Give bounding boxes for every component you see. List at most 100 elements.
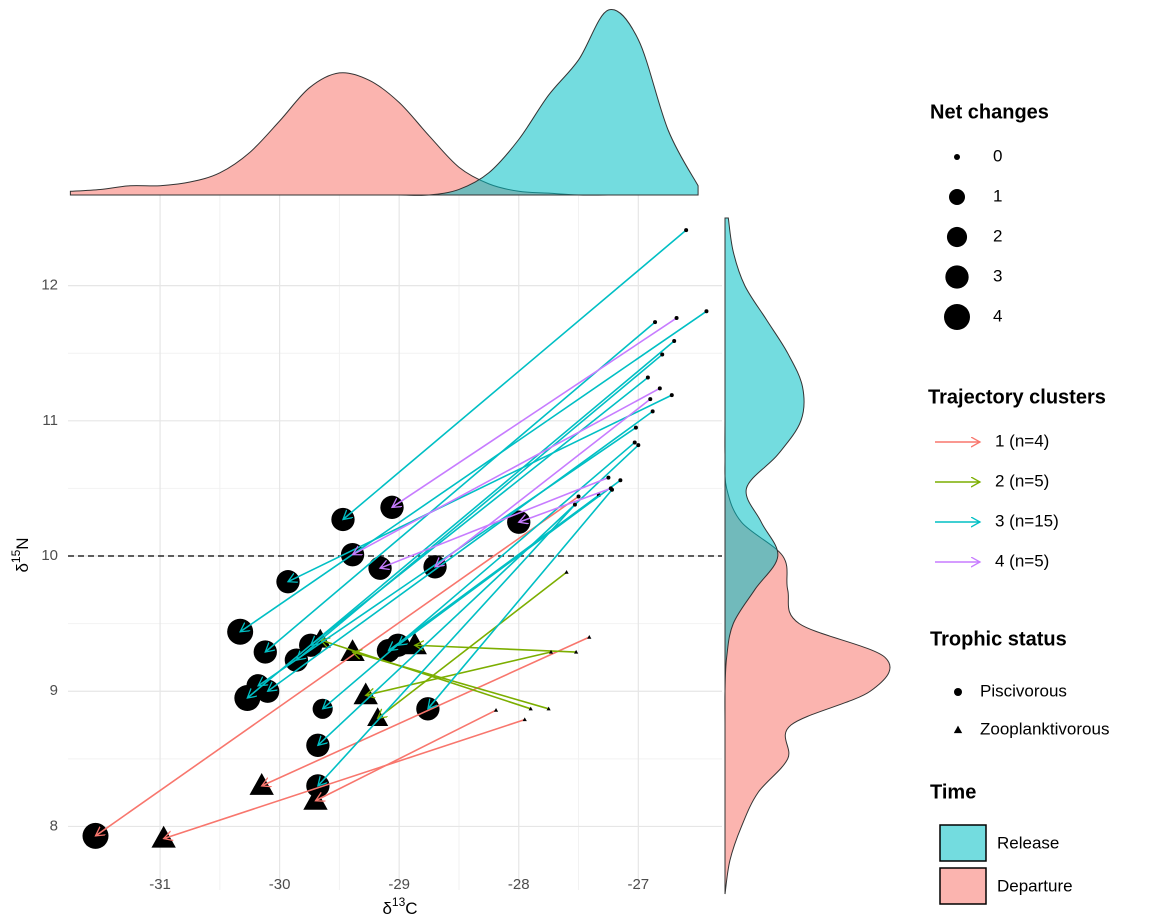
x-title-suffix: C [405, 899, 417, 918]
size-legend-label: 2 [993, 226, 1002, 245]
trajectory-arrow [380, 476, 609, 569]
size-legend-label: 0 [993, 146, 1002, 165]
time-legend-label: Release [997, 833, 1059, 852]
release-point [606, 475, 611, 480]
release-point [608, 486, 613, 491]
release-point [636, 443, 641, 448]
size-legend-label: 1 [993, 186, 1002, 205]
release-point [574, 649, 579, 654]
trajectory-arrow [428, 489, 613, 709]
x-tick-label: -27 [627, 876, 649, 893]
trajectory-arrow [311, 376, 649, 646]
y-title-prefix: δ [13, 563, 32, 572]
release-point [704, 309, 709, 314]
trajectory-arrow [296, 353, 663, 661]
density-top [70, 8, 699, 196]
x-tick-label: -28 [508, 876, 530, 893]
trajectory-arrow [388, 494, 600, 650]
release-point [657, 386, 662, 391]
x-tick-label: -30 [269, 876, 291, 893]
release-point [648, 397, 653, 402]
trajectory-arrow [95, 495, 579, 836]
x-title-sup: 13 [392, 895, 406, 909]
size-legend-symbol [944, 304, 970, 330]
y-axis-title: δ15N [9, 537, 32, 572]
x-axis-title: δ13C [382, 895, 417, 918]
size-legend-symbol [945, 265, 969, 289]
release-point [660, 352, 665, 357]
release-point [493, 707, 499, 712]
trajectory-arrow [435, 398, 651, 567]
release-point [564, 570, 569, 574]
release-point [650, 409, 655, 414]
time-legend-key [939, 867, 987, 905]
trajectory-arrow [415, 645, 577, 653]
release-point [546, 706, 551, 711]
time-legend-label: Departure [997, 876, 1073, 895]
y-tick-label: 9 [50, 682, 58, 699]
departure-point [249, 773, 274, 795]
trajectory-arrow [343, 229, 687, 519]
trajectory-arrow [323, 441, 636, 708]
y-tick-label: 12 [41, 277, 58, 294]
trophic-legend-label: Zooplanktivorous [980, 719, 1109, 738]
x-tick-label: -31 [149, 876, 171, 893]
y-tick-label: 10 [41, 547, 58, 564]
trajectory-arrow [262, 636, 590, 786]
trajectory-arrow [318, 504, 576, 786]
trophic-legend-label: Piscivorous [980, 681, 1067, 700]
trajectory-arrow [164, 718, 525, 839]
release-point [587, 634, 592, 639]
size-legend-symbol [946, 226, 968, 248]
departure-point [367, 707, 389, 727]
release-point [618, 478, 623, 483]
trajectory-arrow [378, 571, 568, 718]
y-title-sup: 15 [9, 549, 23, 563]
release-point [522, 717, 527, 722]
trajectory-arrow [353, 387, 661, 554]
cluster-legend-label: 3 (n=15) [995, 511, 1059, 530]
trajectory-arrow [519, 487, 612, 522]
release-point [632, 440, 637, 445]
trophic-legend-title: Trophic status [930, 628, 1067, 650]
size-legend-title: Net changes [930, 101, 1049, 123]
trajectory-arrow [318, 444, 639, 745]
cluster-legend-label: 4 (n=5) [995, 551, 1049, 570]
release-point [572, 502, 577, 507]
y-title-suffix: N [13, 537, 32, 549]
y-tick-label: 8 [50, 817, 58, 834]
trophic-legend-symbol [954, 688, 962, 696]
cluster-legend-label: 2 (n=5) [995, 471, 1049, 490]
trajectory-arrow [320, 640, 531, 710]
size-legend-symbol [954, 154, 960, 160]
x-tick-label: -29 [388, 876, 410, 893]
release-point [576, 494, 581, 499]
release-point [669, 393, 674, 398]
release-point [684, 228, 689, 233]
release-point [548, 649, 554, 654]
cluster-legend-title: Trajectory clusters [928, 386, 1106, 408]
trajectory-arrow [398, 479, 621, 645]
trophic-legend-symbol [953, 725, 963, 734]
release-point [653, 320, 658, 325]
time-legend-title: Time [930, 781, 976, 803]
trajectory-arrow [315, 709, 497, 801]
release-point [645, 375, 650, 380]
time-legend-key [939, 824, 987, 862]
release-point [674, 316, 679, 321]
release-point [672, 339, 677, 344]
release-point [528, 706, 533, 711]
density-right [724, 217, 805, 895]
trajectory-arrow [392, 317, 678, 507]
cluster-legend-label: 1 (n=4) [995, 431, 1049, 450]
release-point [633, 425, 638, 430]
size-legend-label: 4 [993, 306, 1002, 325]
trajectory-arrow [265, 321, 656, 652]
y-tick-label: 11 [42, 412, 58, 429]
trajectory-arrow [240, 310, 707, 631]
departure-point [151, 825, 176, 848]
trajectory-arrow [268, 410, 654, 691]
x-title-prefix: δ [382, 899, 391, 918]
size-legend-symbol [949, 189, 965, 205]
